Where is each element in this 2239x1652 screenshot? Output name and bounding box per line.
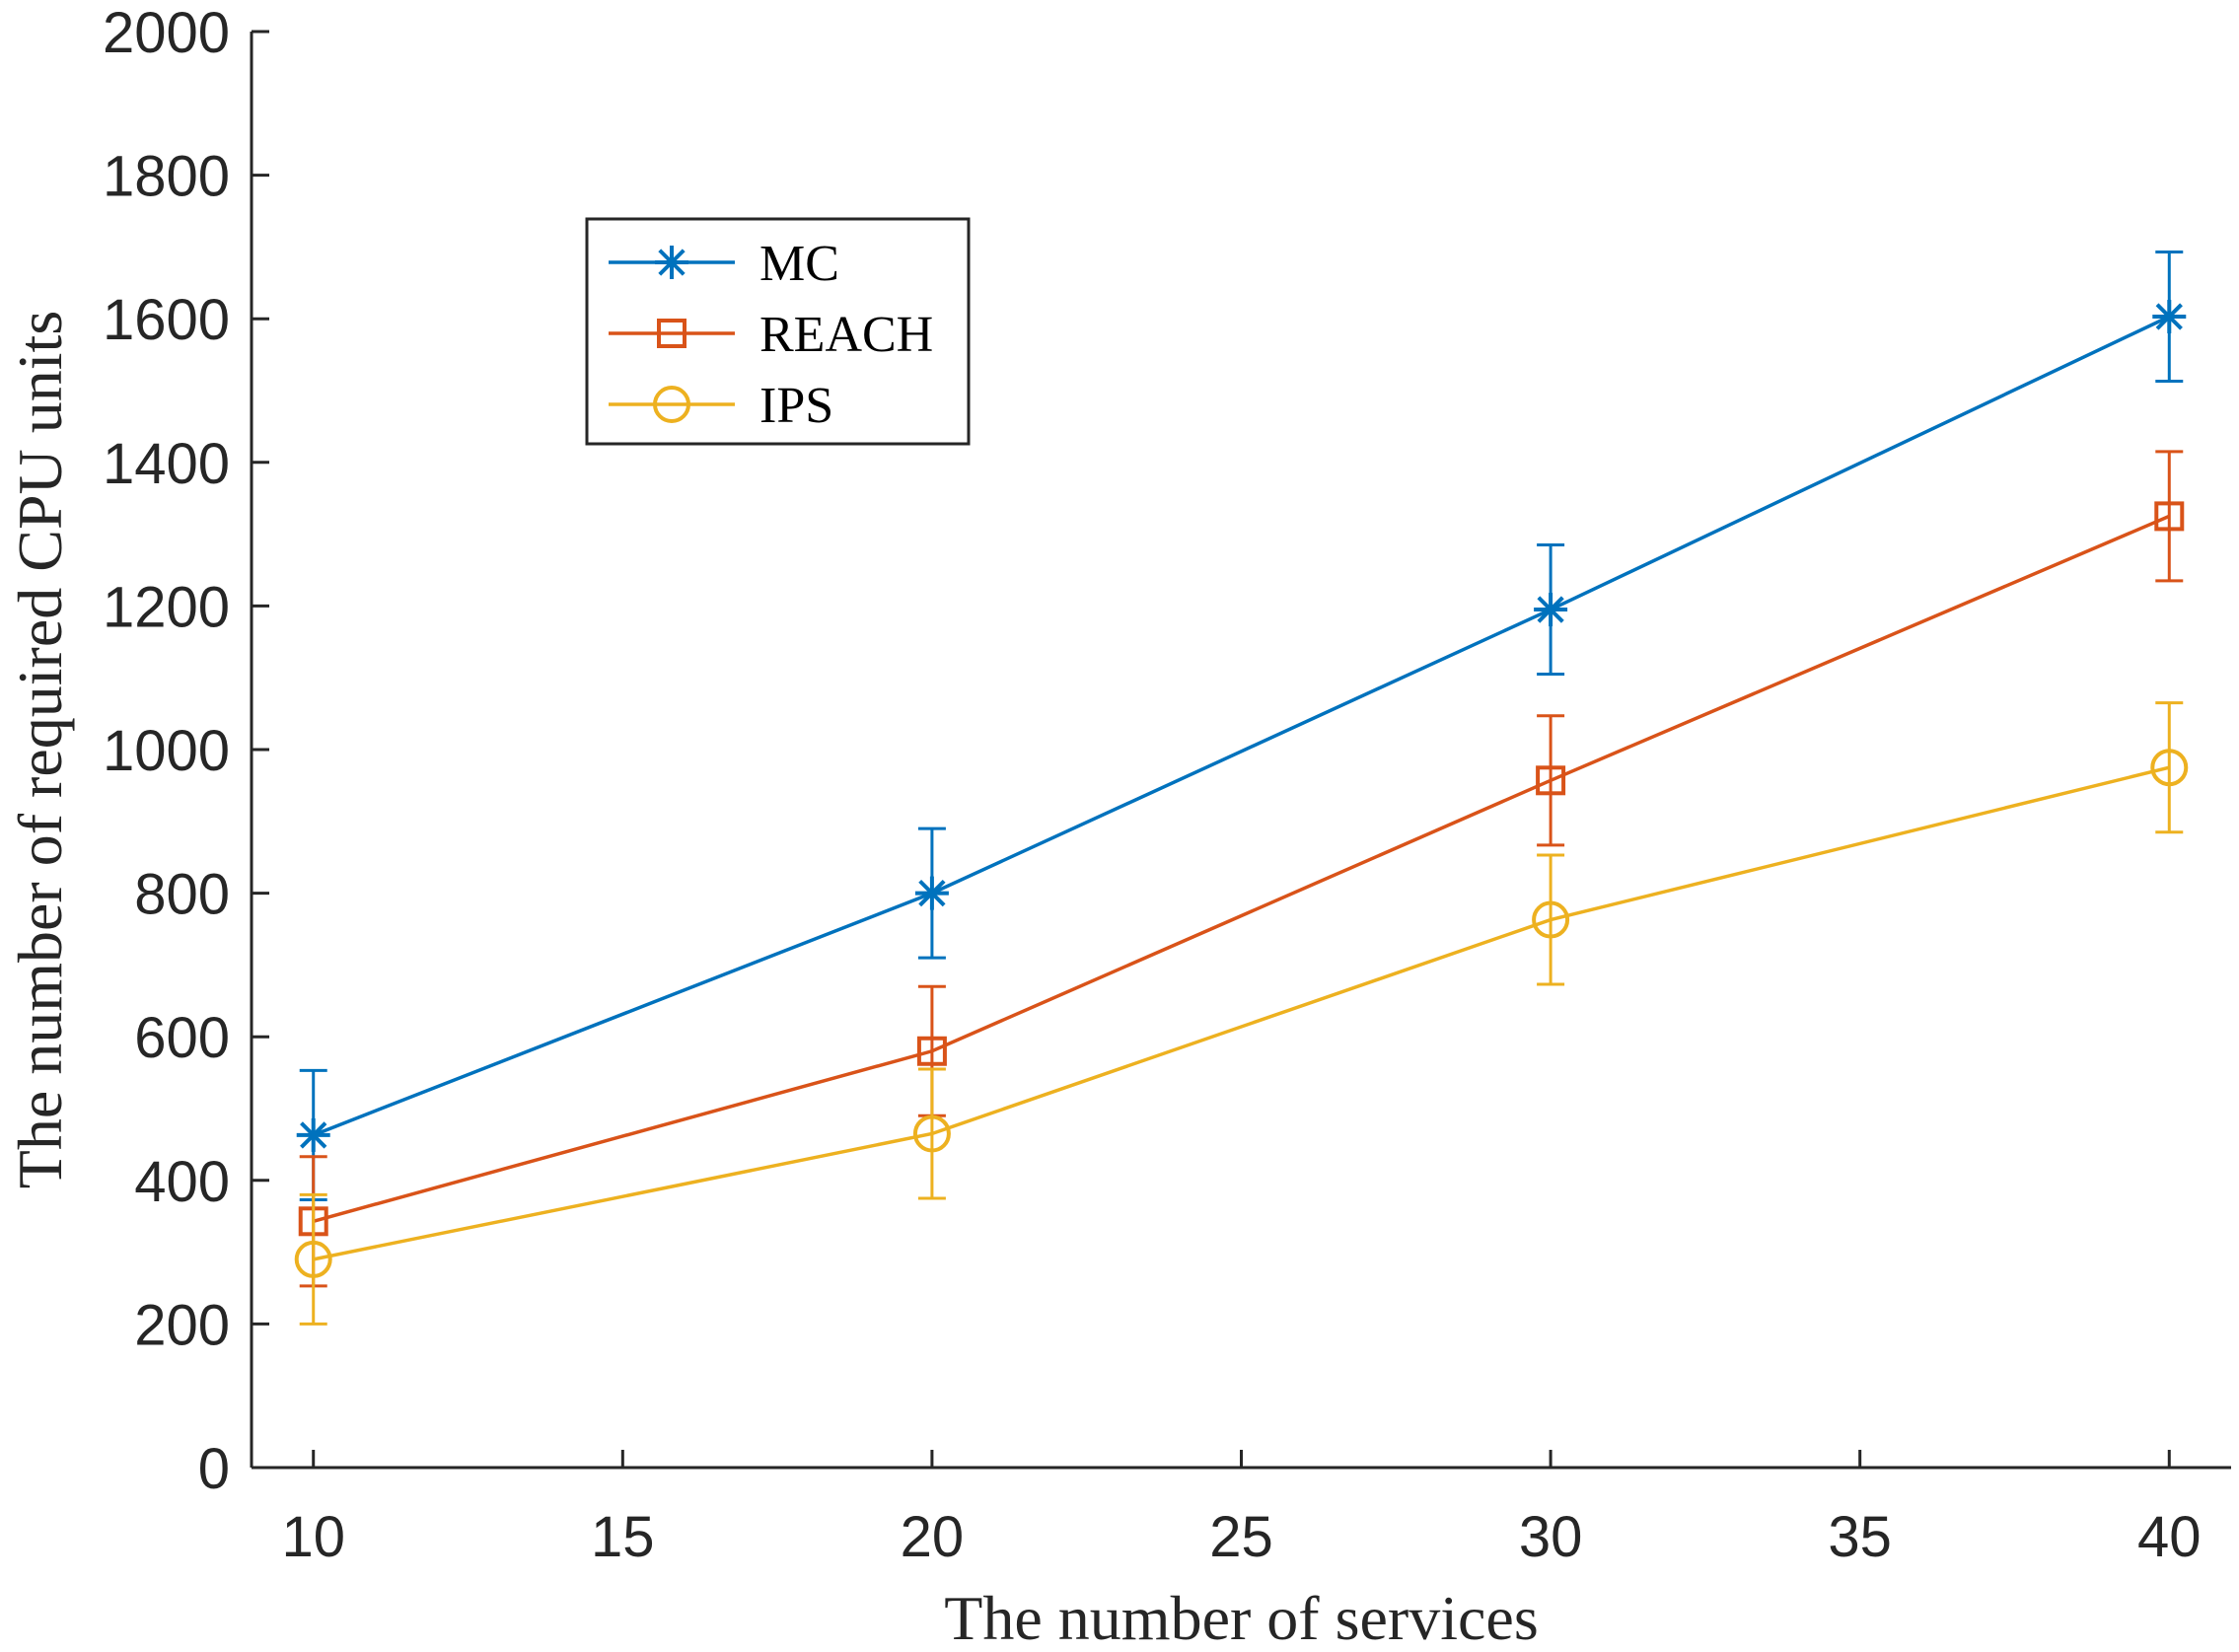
marker-square	[657, 319, 686, 348]
series-line-reach	[313, 514, 2170, 1223]
asterisk-stroke	[300, 1121, 327, 1149]
legend-label-mc: MC	[759, 236, 839, 292]
x-tick-label: 30	[1519, 1505, 1583, 1569]
asterisk-stroke	[1537, 596, 1564, 623]
x-tick-label: 25	[1209, 1505, 1273, 1569]
legend: MC REACH IPS	[585, 217, 971, 446]
data-point-reach	[1536, 765, 1566, 796]
data-point-ips	[2150, 749, 2189, 787]
legend-box	[585, 217, 971, 446]
circle-shape	[2150, 749, 2189, 787]
y-tick-label: 600	[134, 1006, 230, 1070]
y-tick-label: 2000	[103, 1, 230, 65]
series-layer	[294, 250, 2189, 1326]
data-point-mc	[2152, 300, 2187, 334]
asterisk-stroke	[658, 249, 686, 276]
circle-shape	[294, 1240, 332, 1278]
data-point-ips	[1532, 900, 1570, 939]
series-reach	[298, 450, 2185, 1288]
series-line-ips	[313, 765, 2170, 1261]
circle-shape	[912, 1114, 951, 1153]
x-tick-label: 40	[2137, 1505, 2202, 1569]
marker-circle	[653, 386, 690, 423]
legend-item-ips: IPS	[609, 378, 833, 434]
data-point-ips	[294, 1240, 332, 1278]
y-tick-label: 1600	[103, 288, 230, 352]
y-tick-label: 1800	[103, 145, 230, 209]
data-point-reach	[916, 1036, 947, 1066]
data-point-mc	[914, 876, 949, 910]
legend-item-mc: MC	[609, 236, 839, 292]
axes	[250, 32, 2231, 1470]
legend-item-reach: REACH	[609, 307, 933, 363]
y-tick-label: 1400	[103, 432, 230, 496]
circle-shape	[653, 386, 690, 423]
y-axis-ticks: 0 200 400 600 800 1000 1200 1400 1600 1800 2000	[103, 1, 269, 1501]
series-line-mc	[313, 315, 2171, 1137]
square-shape	[916, 1036, 947, 1066]
data-point-ips	[912, 1114, 951, 1153]
legend-label-ips: IPS	[759, 378, 833, 434]
y-tick-label: 0	[198, 1437, 230, 1501]
marker-asterisk	[655, 246, 688, 279]
legend-label-reach: REACH	[759, 307, 933, 363]
circle-shape	[1532, 900, 1570, 939]
y-tick-label: 1000	[103, 719, 230, 783]
x-axis-title: The number of services	[944, 1583, 1538, 1652]
error-bar	[2155, 701, 2184, 834]
x-tick-label: 10	[281, 1505, 345, 1569]
data-point-reach	[2154, 501, 2185, 532]
asterisk-stroke	[2155, 303, 2183, 330]
x-tick-label: 20	[901, 1505, 965, 1569]
y-tick-label: 200	[134, 1293, 230, 1357]
y-axis-title: The number of required CPU units	[5, 311, 75, 1189]
x-axis-ticks: 10 15 20 25 30 35 40	[281, 1450, 2202, 1569]
y-tick-label: 1200	[103, 575, 230, 639]
x-tick-label: 15	[591, 1505, 655, 1569]
square-shape	[657, 319, 686, 348]
data-point-mc	[1534, 593, 1568, 627]
square-shape	[1536, 765, 1566, 796]
x-tick-label: 35	[1828, 1505, 1892, 1569]
y-tick-label: 800	[134, 863, 230, 927]
square-shape	[2154, 501, 2185, 532]
asterisk-stroke	[918, 879, 946, 907]
data-point-mc	[296, 1117, 330, 1152]
series-ips	[294, 701, 2189, 1326]
series-mc	[296, 250, 2187, 1201]
y-tick-label: 400	[134, 1150, 230, 1214]
